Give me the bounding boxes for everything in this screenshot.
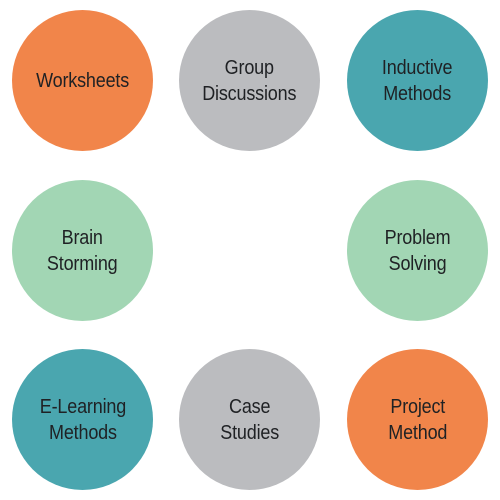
method-label: Project Method xyxy=(388,395,447,444)
method-label: Problem Solving xyxy=(384,226,451,275)
method-circle-project-method: Project Method xyxy=(347,349,488,490)
method-label: E-Learning Methods xyxy=(39,395,126,444)
method-label: Case Studies xyxy=(220,395,279,444)
method-label: Worksheets xyxy=(36,69,129,92)
method-circle-group-discussions: Group Discussions xyxy=(179,10,320,151)
method-label: Brain Storming xyxy=(47,226,118,275)
method-circle-case-studies: Case Studies xyxy=(179,349,320,490)
method-circle-brain-storming: Brain Storming xyxy=(12,180,153,321)
method-circle-e-learning-methods: E-Learning Methods xyxy=(12,349,153,490)
method-circle-inductive-methods: Inductive Methods xyxy=(347,10,488,151)
method-circle-problem-solving: Problem Solving xyxy=(347,180,488,321)
method-circle-worksheets: Worksheets xyxy=(12,10,153,151)
method-label: Inductive Methods xyxy=(382,56,453,105)
method-label: Group Discussions xyxy=(202,56,297,105)
